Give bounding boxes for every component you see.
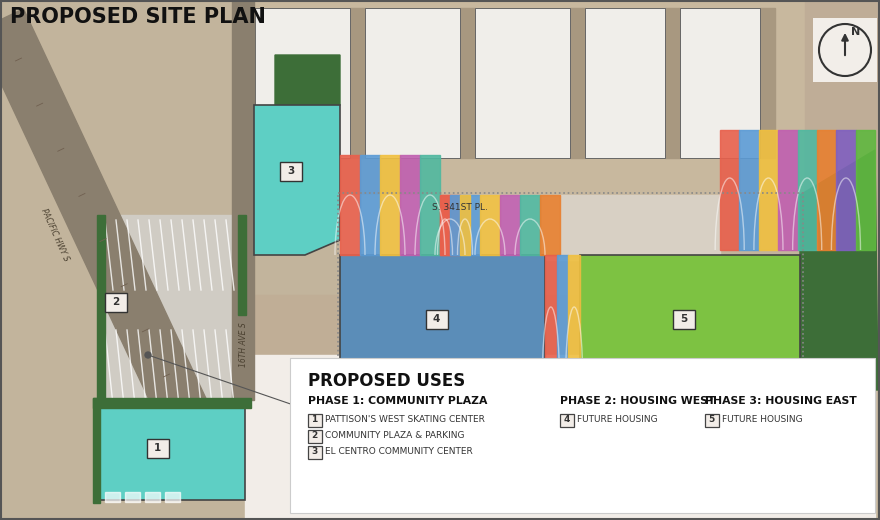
Text: 1: 1 xyxy=(154,443,161,453)
Text: PROPOSED USES: PROPOSED USES xyxy=(308,372,466,390)
Bar xyxy=(836,130,855,250)
Bar xyxy=(760,8,775,158)
Text: S. 341ST PL.: S. 341ST PL. xyxy=(432,203,488,213)
Bar xyxy=(475,8,570,158)
Text: 3: 3 xyxy=(312,448,318,457)
Bar xyxy=(540,195,560,255)
Bar xyxy=(450,195,460,255)
Bar xyxy=(245,0,805,195)
Text: COMMUNITY PLAZA & PARKING: COMMUNITY PLAZA & PARKING xyxy=(325,432,465,440)
Text: PHASE 2: HOUSING WEST: PHASE 2: HOUSING WEST xyxy=(560,396,715,406)
Bar xyxy=(245,355,875,520)
Bar xyxy=(680,8,760,158)
Bar xyxy=(855,130,875,250)
Text: 2: 2 xyxy=(112,297,119,307)
Bar xyxy=(739,130,759,250)
Polygon shape xyxy=(254,105,340,255)
FancyBboxPatch shape xyxy=(146,438,168,458)
Bar xyxy=(145,492,160,502)
Text: EL CENTRO COMMUNITY CENTER: EL CENTRO COMMUNITY CENTER xyxy=(325,448,473,457)
FancyBboxPatch shape xyxy=(105,292,127,311)
FancyBboxPatch shape xyxy=(672,309,694,329)
Bar xyxy=(480,195,500,255)
Bar xyxy=(460,195,470,255)
FancyBboxPatch shape xyxy=(705,413,718,426)
Bar xyxy=(568,255,580,385)
Bar xyxy=(238,215,246,315)
Circle shape xyxy=(145,352,151,358)
Bar xyxy=(665,8,680,158)
Bar xyxy=(380,155,400,255)
Bar xyxy=(805,0,880,380)
Bar xyxy=(813,18,877,82)
Bar xyxy=(520,195,540,255)
FancyBboxPatch shape xyxy=(280,162,302,180)
Text: FUTURE HOUSING: FUTURE HOUSING xyxy=(722,415,803,424)
Polygon shape xyxy=(800,150,878,390)
Text: 3: 3 xyxy=(287,166,294,176)
Polygon shape xyxy=(0,9,209,426)
Bar xyxy=(340,155,360,255)
Polygon shape xyxy=(275,55,340,115)
Bar xyxy=(460,195,480,255)
Bar xyxy=(420,155,440,255)
Bar xyxy=(545,255,557,385)
Text: PROPOSED SITE PLAN: PROPOSED SITE PLAN xyxy=(10,7,266,27)
Text: N: N xyxy=(851,27,861,37)
Text: PHASE 1: COMMUNITY PLAZA: PHASE 1: COMMUNITY PLAZA xyxy=(308,396,488,406)
Text: PACIFIC HWY S: PACIFIC HWY S xyxy=(40,207,70,263)
Bar xyxy=(105,492,120,502)
Bar xyxy=(797,130,817,250)
Text: 16TH AVE S: 16TH AVE S xyxy=(238,322,247,367)
Bar xyxy=(100,215,240,430)
Bar xyxy=(338,193,803,388)
Bar xyxy=(97,405,245,500)
Text: 1: 1 xyxy=(312,415,318,424)
Bar xyxy=(720,130,739,250)
Bar xyxy=(817,130,836,250)
Bar xyxy=(500,195,520,255)
Bar xyxy=(97,215,105,430)
Bar xyxy=(340,195,720,260)
Bar xyxy=(365,8,460,158)
FancyBboxPatch shape xyxy=(307,430,321,443)
Text: 5: 5 xyxy=(708,415,715,424)
Bar xyxy=(232,0,254,400)
FancyBboxPatch shape xyxy=(307,446,321,459)
Bar xyxy=(165,492,180,502)
FancyBboxPatch shape xyxy=(426,309,448,329)
FancyBboxPatch shape xyxy=(560,413,574,426)
Bar xyxy=(557,255,568,385)
Bar xyxy=(440,195,450,255)
Bar xyxy=(360,155,380,255)
Text: PHASE 3: HOUSING EAST: PHASE 3: HOUSING EAST xyxy=(705,396,857,406)
Bar xyxy=(255,8,350,158)
Bar xyxy=(460,8,475,158)
Text: 4: 4 xyxy=(433,314,440,324)
Bar xyxy=(570,8,585,158)
Bar xyxy=(440,195,460,255)
Bar xyxy=(93,398,251,408)
Bar xyxy=(290,358,875,513)
Text: 2: 2 xyxy=(312,432,318,440)
Bar xyxy=(245,295,800,380)
Bar xyxy=(340,255,545,385)
Bar xyxy=(778,130,797,250)
Text: PATTISON'S WEST SKATING CENTER: PATTISON'S WEST SKATING CENTER xyxy=(325,415,485,424)
FancyBboxPatch shape xyxy=(307,413,321,426)
Bar xyxy=(125,492,140,502)
Bar xyxy=(585,8,665,158)
Text: 4: 4 xyxy=(563,415,569,424)
Text: 5: 5 xyxy=(680,314,687,324)
Bar xyxy=(340,385,800,440)
Bar xyxy=(759,130,778,250)
Text: FUTURE HOUSING: FUTURE HOUSING xyxy=(577,415,657,424)
Bar xyxy=(400,155,420,255)
Bar xyxy=(93,398,100,503)
Bar xyxy=(350,8,365,158)
Bar xyxy=(580,255,800,385)
